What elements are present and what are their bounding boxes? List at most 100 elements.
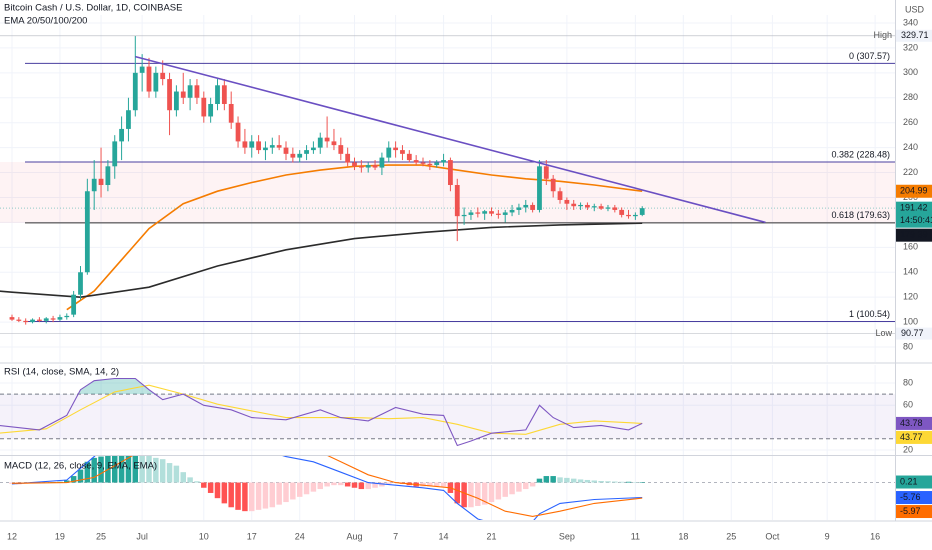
- macd-histogram-bar: [153, 457, 159, 483]
- candle-body: [297, 153, 303, 158]
- price-tag-label: 43.77: [900, 432, 923, 442]
- x-tick-label: 14: [439, 531, 449, 541]
- y-tick-label: 60: [903, 400, 913, 410]
- macd-histogram-bar: [310, 482, 317, 492]
- candle-body: [537, 166, 542, 210]
- price-tag: [896, 416, 932, 430]
- candle-body: [502, 212, 508, 215]
- price-tag: [896, 491, 932, 505]
- candle-body: [578, 204, 583, 207]
- fib-label: 0.618 (179.63): [831, 210, 890, 220]
- candle-body: [448, 160, 453, 186]
- y-tick-label: 280: [903, 92, 918, 102]
- x-tick-label: 24: [295, 531, 305, 541]
- macd-histogram-bar: [139, 456, 145, 483]
- macd-histogram-bar: [221, 482, 228, 504]
- candle-body: [543, 166, 549, 179]
- macd-histogram-bar: [194, 481, 200, 483]
- macd-histogram-bar: [84, 461, 91, 483]
- macd-histogram-bar: [70, 476, 77, 483]
- y-tick-label: 320: [903, 42, 918, 52]
- macd-histogram-bar: [344, 482, 351, 487]
- candle-body: [187, 85, 193, 98]
- candle-body: [427, 163, 433, 166]
- macd-histogram-bar: [468, 482, 474, 508]
- macd-histogram-bar: [529, 482, 536, 487]
- candle-body: [461, 214, 467, 217]
- candle-body: [242, 141, 248, 148]
- price-tag-label: 204.99: [900, 186, 928, 196]
- macd-histogram-bar: [509, 482, 515, 495]
- x-tick-label: Jul: [136, 531, 148, 541]
- candle-body: [345, 153, 351, 163]
- macd-histogram-bar: [214, 482, 221, 499]
- price-tag-label: 43.78: [900, 418, 923, 428]
- candle-body: [283, 147, 289, 154]
- candle-body: [591, 206, 597, 208]
- candle-body: [119, 128, 124, 142]
- candle-body: [612, 207, 618, 210]
- candle-body: [324, 137, 330, 142]
- macd-histogram-bar: [242, 482, 248, 512]
- macd-histogram-bar: [543, 476, 550, 483]
- candle-body: [146, 66, 152, 92]
- high-label: High: [873, 30, 892, 40]
- candle-body: [43, 318, 49, 321]
- candle-body: [173, 91, 179, 111]
- macd-histogram-bar: [269, 482, 276, 508]
- candle-body: [194, 85, 200, 98]
- candle-body: [160, 72, 166, 80]
- x-tick-label: 25: [96, 531, 106, 541]
- candle-body: [564, 199, 570, 204]
- candle-body: [71, 294, 77, 315]
- candle-body: [311, 147, 316, 151]
- macd-histogram-bar: [290, 482, 296, 500]
- macd-histogram-bar: [420, 482, 426, 487]
- candle-body: [400, 150, 405, 154]
- candle-body: [365, 165, 371, 168]
- macd-histogram-bar: [433, 482, 440, 487]
- candle-body: [441, 160, 446, 163]
- macd-histogram-bar: [249, 482, 255, 512]
- macd-histogram-bar: [207, 482, 214, 493]
- x-tick-label: Aug: [346, 531, 362, 541]
- macd-histogram-bar: [317, 482, 323, 490]
- candle-body: [139, 66, 145, 73]
- x-tick-label: 17: [247, 531, 257, 541]
- x-tick-label: Sep: [559, 531, 575, 541]
- macd-histogram-bar: [338, 482, 344, 486]
- macd-histogram-bar: [201, 482, 207, 488]
- candle-body: [276, 145, 282, 148]
- macd-histogram-bar: [331, 482, 337, 486]
- price-tag: [896, 228, 932, 242]
- macd-histogram-bar: [283, 482, 289, 503]
- zone: [0, 161, 895, 223]
- x-tick-label: 7: [393, 531, 398, 541]
- candle-body: [495, 213, 501, 215]
- candle-body: [126, 110, 131, 129]
- candle-body: [235, 122, 241, 142]
- candle-body: [639, 208, 645, 215]
- macd-histogram-bar: [365, 482, 371, 490]
- candle-body: [338, 145, 344, 154]
- macd-histogram-bar: [632, 482, 639, 483]
- candle-body: [358, 166, 364, 168]
- y-tick-label: 80: [903, 377, 913, 387]
- candle-body: [105, 166, 111, 186]
- candle-body: [331, 141, 337, 146]
- macd-histogram-bar: [639, 482, 645, 483]
- x-tick-label: 18: [678, 531, 688, 541]
- candle-body: [626, 214, 631, 217]
- price-tag: [896, 201, 932, 228]
- candle-body: [215, 85, 220, 104]
- y-tick-label: 260: [903, 117, 918, 127]
- x-tick-label: 21: [487, 531, 497, 541]
- macd-histogram-bar: [379, 482, 385, 487]
- candle-body: [98, 178, 104, 186]
- macd-histogram-bar: [564, 477, 570, 483]
- candle-body: [523, 204, 529, 208]
- candle-body: [64, 315, 70, 318]
- candle-body: [605, 207, 611, 209]
- candle-body: [263, 147, 268, 151]
